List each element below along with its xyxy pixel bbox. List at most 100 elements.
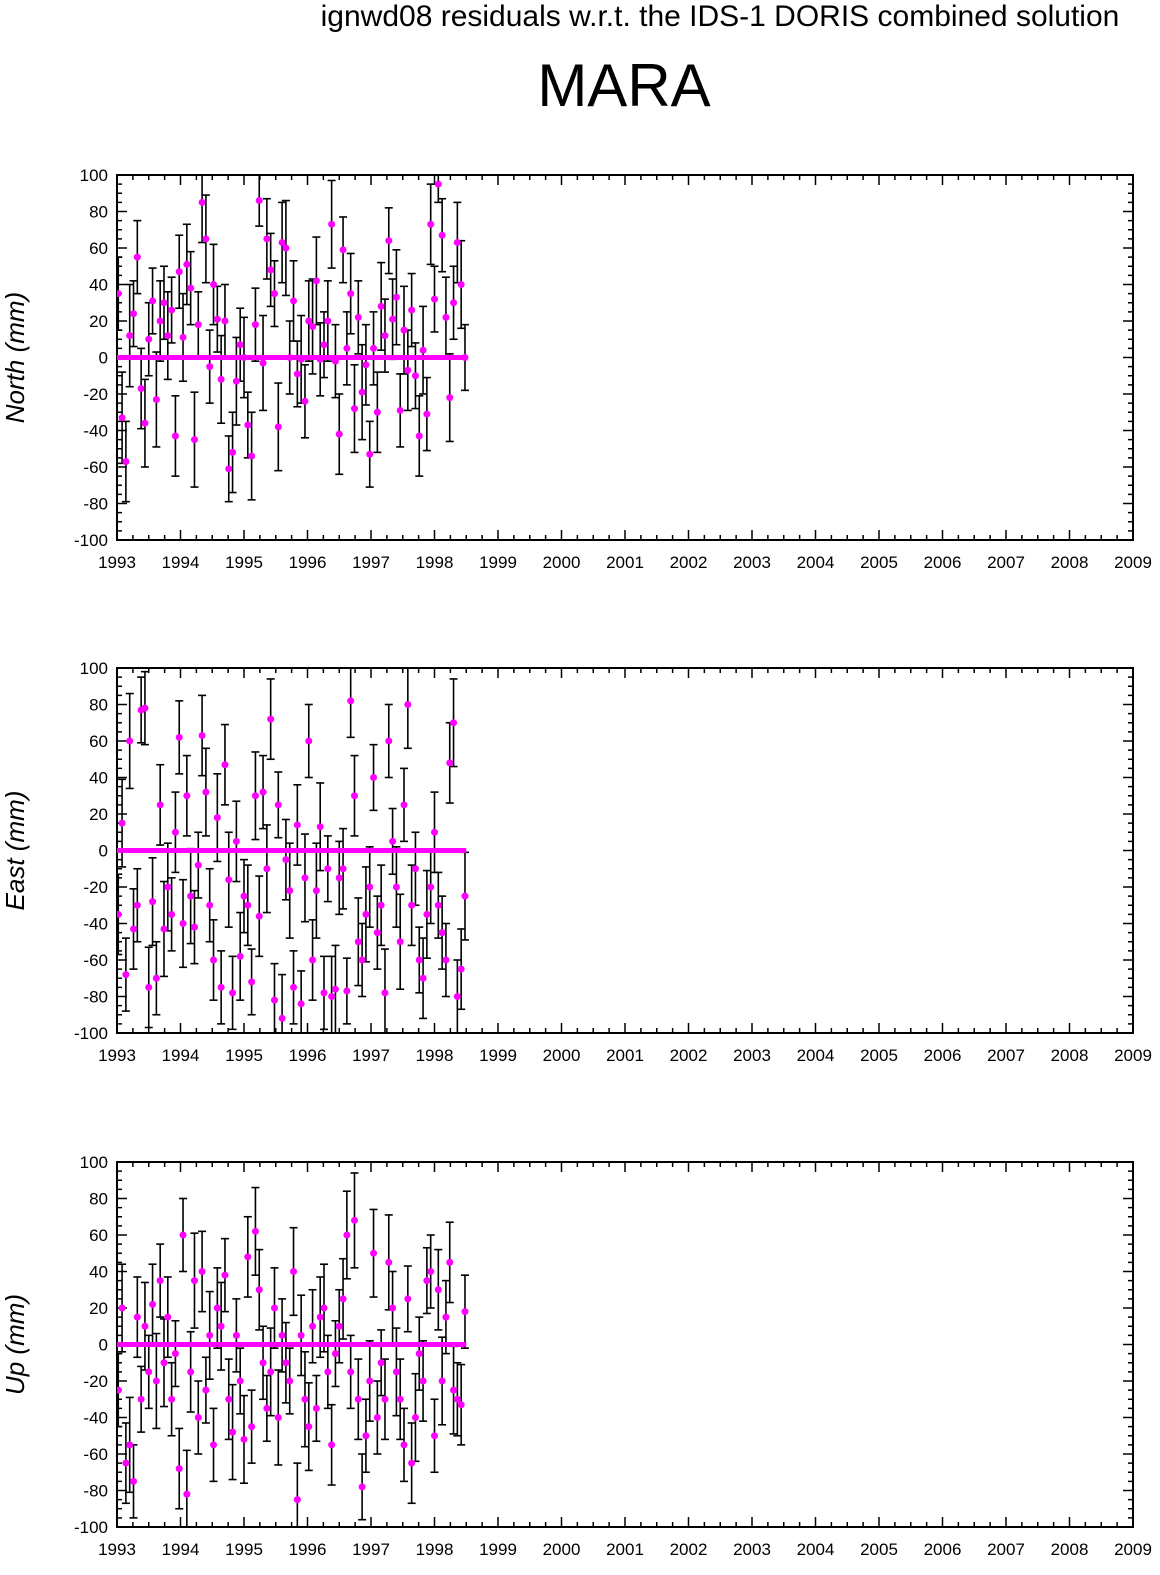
- north-x-tick-label: 1998: [416, 553, 454, 572]
- north-data-point: [434, 180, 442, 188]
- north-data-point: [328, 220, 336, 228]
- up-data-point: [194, 1414, 202, 1421]
- up-y-tick-label: -20: [83, 1372, 108, 1391]
- up-data-point: [366, 1377, 374, 1385]
- north-data-point: [286, 354, 294, 361]
- north-data-point: [190, 436, 198, 444]
- up-y-tick-label: 0: [99, 1336, 108, 1355]
- up-x-tick-label: 1997: [352, 1540, 390, 1559]
- up-data-point: [168, 1395, 176, 1403]
- north-data-point: [126, 332, 134, 340]
- up-data-point: [293, 1496, 301, 1504]
- up-data-point: [278, 1331, 286, 1339]
- east-x-tick-label: 2002: [670, 1046, 708, 1065]
- east-data-point: [217, 983, 225, 991]
- north-data-point: [381, 332, 389, 340]
- east-data-point: [164, 883, 172, 891]
- north-data-point: [118, 414, 126, 422]
- east-data-point: [328, 993, 336, 1000]
- east-data-point: [187, 892, 195, 900]
- east-x-tick-label: 1999: [479, 1046, 517, 1065]
- north-data-point: [301, 397, 309, 405]
- up-data-point: [286, 1377, 294, 1385]
- north-data-point: [156, 317, 164, 325]
- east-x-tick-label: 2008: [1051, 1046, 1089, 1065]
- up-data-point: [229, 1428, 237, 1436]
- north-y-tick-label: 40: [89, 276, 108, 295]
- east-data-point: [156, 801, 164, 809]
- north-data-point: [385, 237, 393, 245]
- north-x-tick-label: 1997: [352, 553, 390, 572]
- east-data-point: [457, 965, 465, 973]
- north-data-point: [206, 363, 214, 371]
- north-data-point: [187, 284, 195, 292]
- north-data-point: [183, 260, 191, 268]
- north-data-point: [278, 239, 286, 247]
- east-x-tick-label: 2005: [860, 1046, 898, 1065]
- east-data-point: [133, 901, 141, 909]
- east-data-point: [290, 983, 298, 991]
- north-data-point: [213, 315, 221, 323]
- north-y-axis-title: North (mm): [0, 292, 30, 423]
- up-data-point: [244, 1253, 252, 1261]
- east-data-point: [263, 865, 271, 873]
- up-data-point: [137, 1395, 145, 1403]
- up-data-point: [122, 1459, 130, 1467]
- north-data-point: [324, 317, 332, 325]
- up-data-point: [213, 1304, 221, 1312]
- east-data-point: [442, 956, 450, 964]
- north-x-tick-label: 2003: [733, 553, 771, 572]
- up-data-point: [358, 1483, 366, 1491]
- up-data-point: [217, 1322, 225, 1330]
- east-data-point: [453, 993, 461, 1000]
- east-data-point: [381, 989, 389, 997]
- north-y-tick-label: -100: [74, 531, 108, 550]
- east-data-point: [130, 925, 138, 933]
- east-y-tick-label: -40: [83, 915, 108, 934]
- up-data-point: [117, 1386, 122, 1394]
- up-x-tick-label: 1998: [416, 1540, 454, 1559]
- north-x-tick-label: 2004: [797, 553, 835, 572]
- east-data-point: [175, 733, 183, 741]
- up-y-tick-label: 40: [89, 1263, 108, 1282]
- east-data-point: [270, 996, 278, 1004]
- north-x-tick-label: 2002: [670, 553, 708, 572]
- north-y-tick-label: -20: [83, 385, 108, 404]
- up-data-point: [335, 1322, 343, 1330]
- north-data-point: [411, 372, 419, 380]
- north-data-point: [225, 465, 233, 473]
- up-data-point: [240, 1435, 248, 1443]
- east-x-tick-label: 2006: [924, 1046, 962, 1065]
- up-data-point: [152, 1377, 160, 1385]
- up-y-tick-label: -100: [74, 1518, 108, 1537]
- east-data-point: [286, 887, 294, 895]
- up-x-tick-label: 2005: [860, 1540, 898, 1559]
- up-data-point: [347, 1368, 355, 1376]
- north-y-tick-label: 100: [80, 166, 108, 185]
- up-data-point: [427, 1268, 435, 1275]
- east-data-point: [117, 910, 122, 918]
- north-data-point: [133, 253, 141, 261]
- east-y-tick-label: 20: [89, 805, 108, 824]
- north-data-point: [179, 333, 187, 341]
- up-data-point: [160, 1359, 168, 1367]
- up-x-tick-label: 2000: [543, 1540, 581, 1559]
- east-data-point: [206, 901, 214, 909]
- north-data-point: [396, 406, 404, 414]
- up-data-point: [251, 1227, 259, 1235]
- up-data-point: [164, 1313, 172, 1321]
- east-data-point: [118, 819, 126, 827]
- up-data-point: [389, 1304, 397, 1312]
- north-data-point: [312, 277, 320, 285]
- up-y-tick-label: -60: [83, 1445, 108, 1464]
- east-data-point: [259, 788, 267, 796]
- north-y-tick-label: 0: [99, 349, 108, 368]
- up-data-point: [419, 1377, 427, 1385]
- north-data-point: [175, 268, 183, 276]
- up-y-axis-title: Up (mm): [0, 1294, 30, 1395]
- east-data-point: [358, 956, 366, 964]
- north-data-point: [137, 385, 145, 393]
- east-data-point: [194, 861, 202, 869]
- up-data-point: [171, 1350, 179, 1358]
